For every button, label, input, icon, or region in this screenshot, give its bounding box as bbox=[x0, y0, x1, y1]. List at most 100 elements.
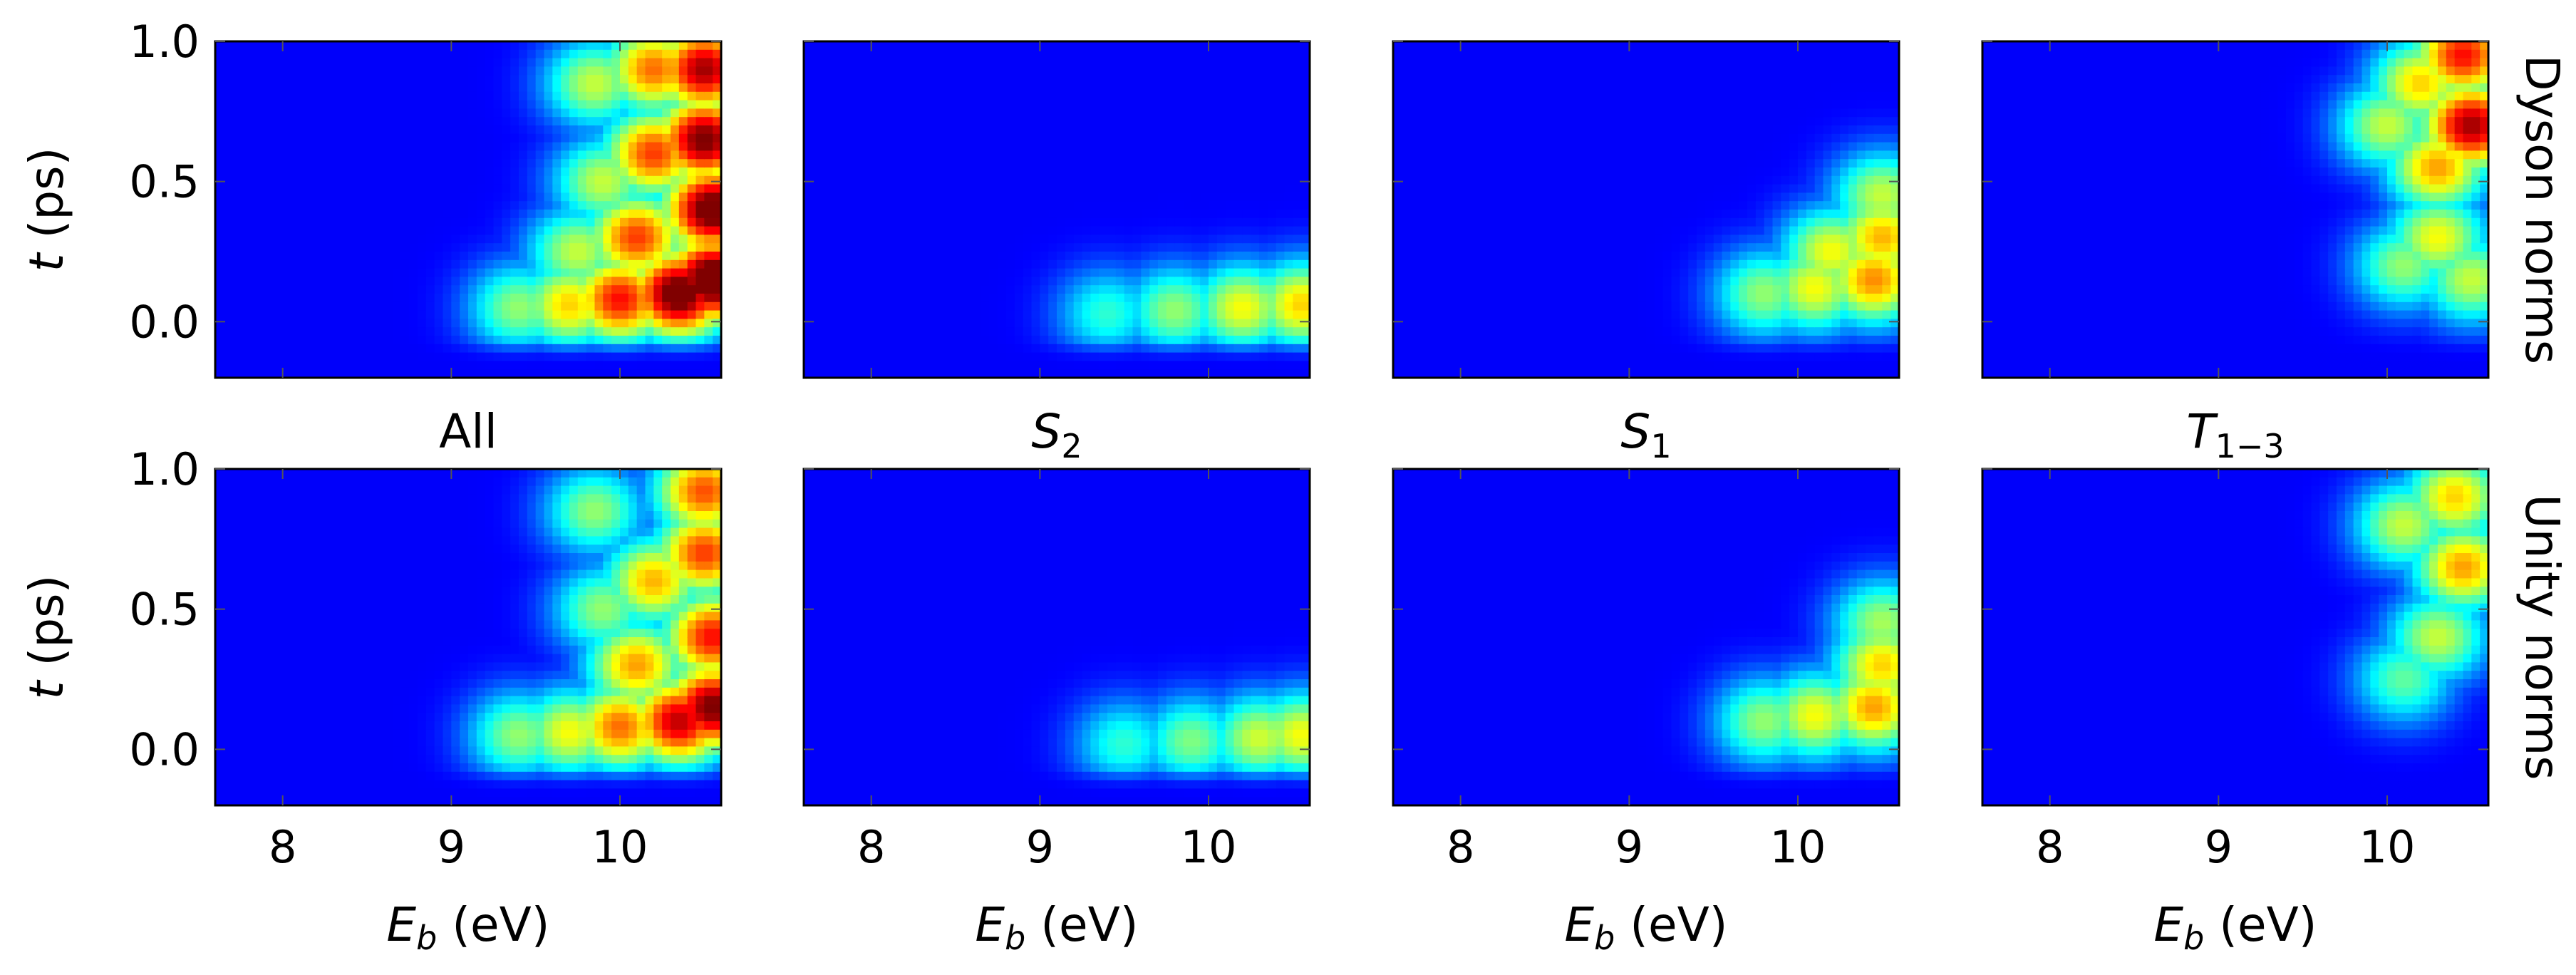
heatmap-cell bbox=[1225, 361, 1235, 370]
heatmap-cell bbox=[409, 352, 418, 362]
heatmap-cell bbox=[1259, 301, 1268, 311]
heatmap-cell bbox=[1006, 319, 1015, 328]
heatmap-cell bbox=[434, 243, 444, 252]
heatmap-cell bbox=[1048, 319, 1057, 328]
heatmap-cell bbox=[1401, 184, 1411, 194]
heatmap-cell bbox=[1158, 58, 1167, 68]
heatmap-cell bbox=[1099, 175, 1108, 185]
heatmap-cell bbox=[561, 49, 570, 59]
heatmap-cell bbox=[232, 142, 242, 152]
heatmap-cell bbox=[1115, 58, 1125, 68]
heatmap-cell bbox=[695, 75, 705, 84]
heatmap-cell bbox=[956, 133, 965, 143]
heatmap-cell bbox=[493, 361, 503, 370]
heatmap-cell bbox=[713, 201, 721, 210]
heatmap-cell bbox=[947, 125, 956, 135]
heatmap-cell bbox=[425, 142, 435, 152]
heatmap-cell bbox=[905, 159, 914, 168]
heatmap-cell bbox=[956, 142, 965, 152]
heatmap-cell bbox=[837, 150, 847, 160]
heatmap-cell bbox=[998, 167, 1007, 177]
heatmap-cell bbox=[552, 234, 562, 244]
heatmap-cell bbox=[628, 167, 638, 177]
heatmap-cell bbox=[678, 108, 688, 118]
heatmap-cell bbox=[451, 167, 460, 177]
heatmap-cell bbox=[476, 285, 486, 294]
heatmap-cell bbox=[240, 117, 250, 126]
heatmap-cell bbox=[1023, 41, 1033, 51]
heatmap-cell bbox=[1124, 108, 1134, 118]
heatmap-cell bbox=[1409, 234, 1419, 244]
heatmap-cell bbox=[1209, 133, 1218, 143]
heatmap-cell bbox=[485, 91, 495, 101]
heatmap-cell bbox=[628, 259, 638, 269]
heatmap-cell bbox=[535, 268, 545, 278]
heatmap-cell bbox=[468, 49, 477, 59]
heatmap-cell bbox=[409, 108, 418, 118]
heatmap-cell bbox=[552, 226, 562, 236]
heatmap-cell bbox=[586, 175, 596, 185]
heatmap-cell bbox=[998, 142, 1007, 152]
heatmap-cell bbox=[308, 294, 317, 303]
heatmap-cell bbox=[1073, 66, 1083, 76]
heatmap-cell bbox=[662, 192, 671, 202]
heatmap-cell bbox=[418, 125, 427, 135]
heatmap-cell bbox=[468, 344, 477, 354]
heatmap-cell bbox=[1057, 336, 1066, 345]
heatmap-cell bbox=[1293, 285, 1302, 294]
heatmap-cell bbox=[350, 294, 359, 303]
heatmap-cell bbox=[552, 277, 562, 286]
heatmap-cell bbox=[392, 310, 402, 320]
heatmap-cell bbox=[1107, 336, 1117, 345]
heatmap-cell bbox=[905, 310, 914, 320]
heatmap-cell bbox=[938, 175, 948, 185]
heatmap-cell bbox=[434, 336, 444, 345]
heatmap-cell bbox=[1301, 243, 1310, 252]
heatmap-cell bbox=[232, 159, 242, 168]
heatmap-cell bbox=[476, 201, 486, 210]
heatmap-cell bbox=[434, 91, 444, 101]
heatmap-cell bbox=[1065, 75, 1075, 84]
heatmap-cell bbox=[460, 327, 469, 336]
heatmap-cell bbox=[1259, 369, 1268, 378]
heatmap-cell bbox=[804, 301, 813, 311]
heatmap-cell bbox=[603, 252, 612, 261]
heatmap-cell bbox=[544, 91, 554, 101]
heatmap-cell bbox=[1057, 83, 1066, 93]
heatmap-cell bbox=[1124, 91, 1134, 101]
heatmap-cell bbox=[1259, 100, 1268, 110]
heatmap-cell bbox=[240, 167, 250, 177]
heatmap-cell bbox=[544, 277, 554, 286]
heatmap-cell bbox=[552, 58, 562, 68]
heatmap-cell bbox=[577, 217, 587, 227]
heatmap-cell bbox=[291, 167, 301, 177]
heatmap-cell bbox=[921, 108, 931, 118]
heatmap-cell bbox=[594, 294, 604, 303]
heatmap-cell bbox=[620, 175, 629, 185]
heatmap-cell bbox=[603, 310, 612, 320]
heatmap-cell bbox=[956, 150, 965, 160]
heatmap-cell bbox=[1242, 285, 1251, 294]
heatmap-cell bbox=[930, 175, 940, 185]
heatmap-cell bbox=[358, 301, 368, 311]
heatmap-cell bbox=[1183, 167, 1193, 177]
heatmap-cell bbox=[535, 100, 545, 110]
heatmap-cell bbox=[1259, 310, 1268, 320]
heatmap-cell bbox=[636, 294, 646, 303]
heatmap-cell bbox=[888, 259, 897, 269]
heatmap-cell bbox=[620, 361, 629, 370]
heatmap-cell bbox=[561, 226, 570, 236]
heatmap-cell bbox=[493, 49, 503, 59]
heatmap-cell bbox=[1158, 41, 1167, 51]
heatmap-cell bbox=[434, 117, 444, 126]
heatmap-cell bbox=[333, 369, 343, 378]
heatmap-cell bbox=[383, 66, 393, 76]
heatmap-cell bbox=[257, 192, 267, 202]
heatmap-cell bbox=[879, 167, 889, 177]
heatmap-cell bbox=[274, 210, 284, 219]
heatmap-cell bbox=[1267, 243, 1277, 252]
heatmap-cell bbox=[846, 252, 855, 261]
heatmap-cell bbox=[1251, 167, 1260, 177]
heatmap-cell bbox=[1073, 58, 1083, 68]
heatmap-cell bbox=[1014, 184, 1024, 194]
